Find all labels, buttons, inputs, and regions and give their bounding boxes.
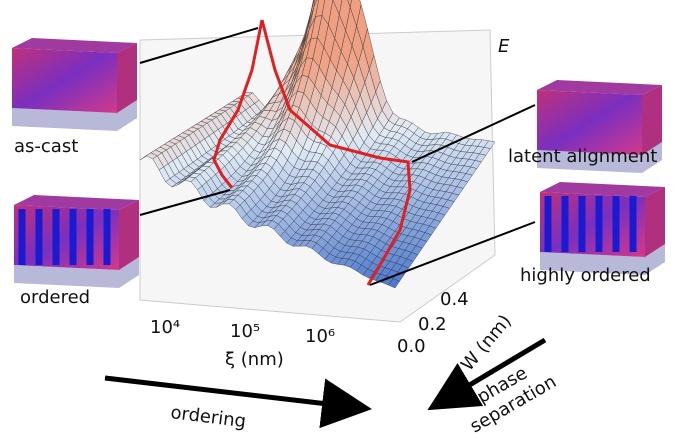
y-tick: 0.0 bbox=[397, 336, 426, 357]
inset-label: ordered bbox=[20, 287, 90, 308]
figure: E 10⁴ 10⁵ 10⁶ ξ (nm) 0.0 0.2 0.4 W (nm) … bbox=[0, 0, 681, 441]
x-tick: 10⁶ bbox=[305, 326, 335, 347]
x-tick: 10⁴ bbox=[150, 317, 180, 338]
energy-surface bbox=[140, 0, 495, 322]
film-front bbox=[14, 205, 119, 270]
arrow-label: ordering bbox=[169, 402, 247, 432]
inset-label: as-cast bbox=[14, 136, 78, 157]
arrow bbox=[105, 378, 362, 408]
inset-label: latent alignment bbox=[508, 146, 657, 167]
z-label: E bbox=[498, 36, 510, 57]
y-tick: 0.2 bbox=[418, 314, 447, 335]
x-tick: 10⁵ bbox=[230, 321, 260, 342]
inset-label: highly ordered bbox=[520, 265, 651, 286]
x-label: ξ (nm) bbox=[225, 349, 284, 370]
film-front bbox=[540, 192, 645, 257]
film-front bbox=[12, 48, 117, 113]
y-tick: 0.4 bbox=[440, 289, 469, 310]
